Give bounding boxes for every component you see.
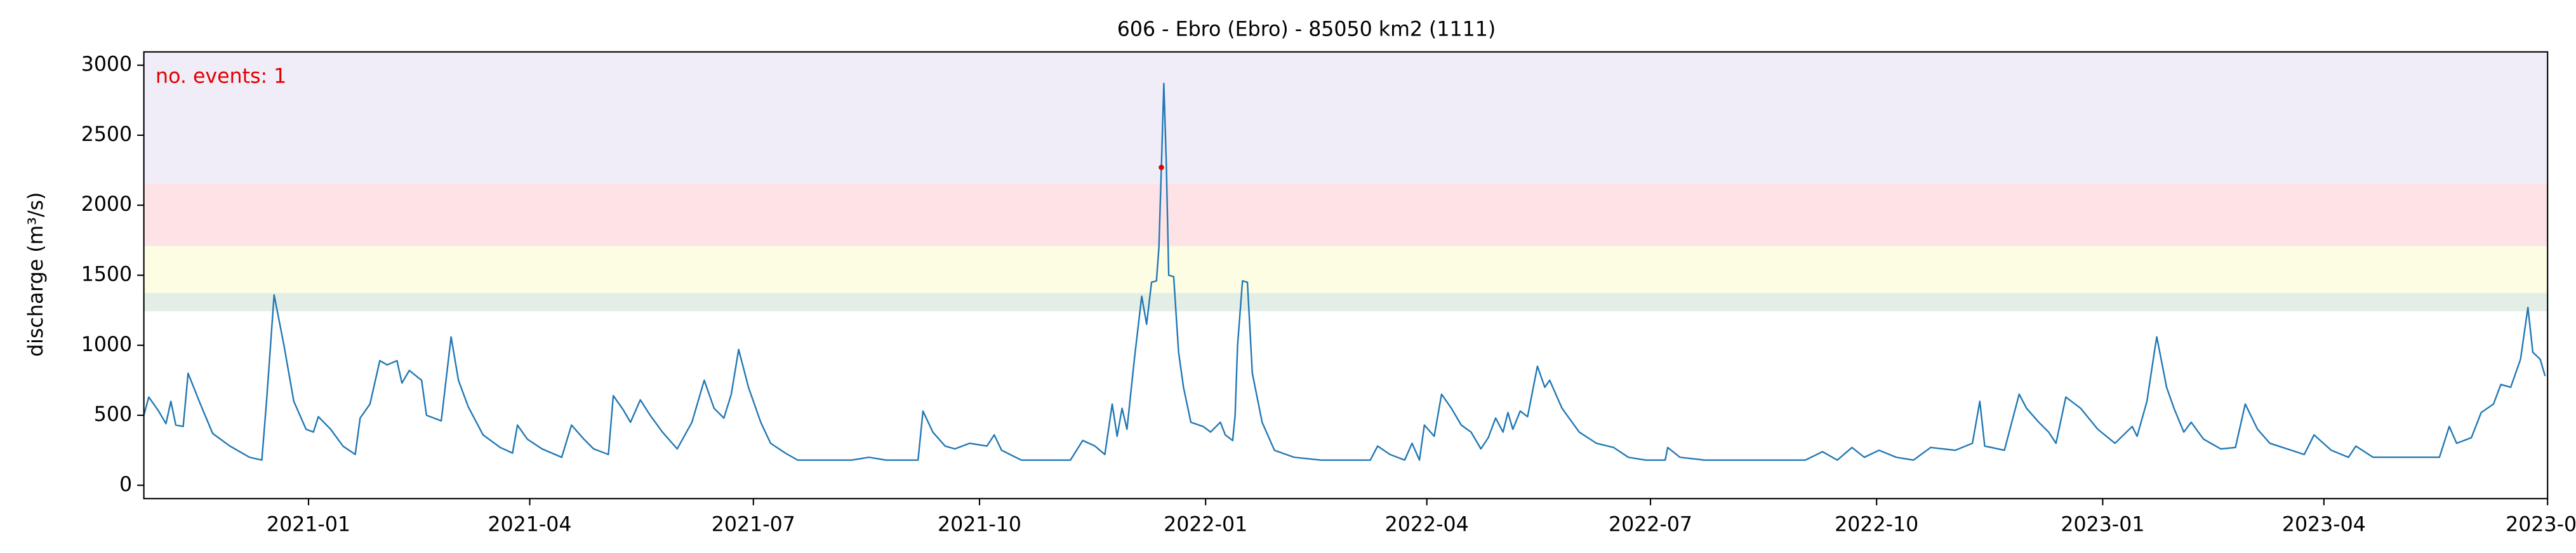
events-annotation: no. events: 1	[156, 65, 286, 88]
y-axis-label: discharge (m³/s)	[25, 192, 48, 357]
x-tick-label: 2023-01	[2061, 513, 2144, 536]
x-tick-label: 2023-04	[2282, 513, 2366, 536]
event-point	[1159, 164, 1164, 170]
y-tick-label: 1000	[81, 333, 132, 356]
threshold-band	[143, 183, 2548, 246]
x-tick-label: 2021-01	[267, 513, 350, 536]
x-tick-label: 2022-07	[1609, 513, 1692, 536]
discharge-line	[143, 83, 2546, 461]
plot-frame	[143, 51, 2549, 500]
y-tick-label: 2000	[81, 193, 132, 216]
y-tick-label: 1500	[81, 263, 132, 286]
x-tick-label: 2021-10	[938, 513, 1021, 536]
x-tick-label: 2021-04	[488, 513, 571, 536]
y-tick-label: 500	[94, 403, 132, 426]
threshold-band	[143, 246, 2548, 293]
threshold-band	[143, 293, 2548, 312]
x-tick-label: 2023-07	[2506, 513, 2576, 536]
x-tick-label: 2022-01	[1164, 513, 1247, 536]
y-tick-label: 0	[119, 473, 132, 496]
x-tick-label: 2022-10	[1835, 513, 1918, 536]
x-tick-label: 2021-07	[712, 513, 795, 536]
y-tick-label: 3000	[81, 53, 132, 76]
x-tick-label: 2022-04	[1385, 513, 1469, 536]
y-tick-label: 2500	[81, 123, 132, 146]
threshold-band	[143, 51, 2548, 184]
chart-title: 606 - Ebro (Ebro) - 85050 km2 (1111)	[1117, 18, 1496, 41]
